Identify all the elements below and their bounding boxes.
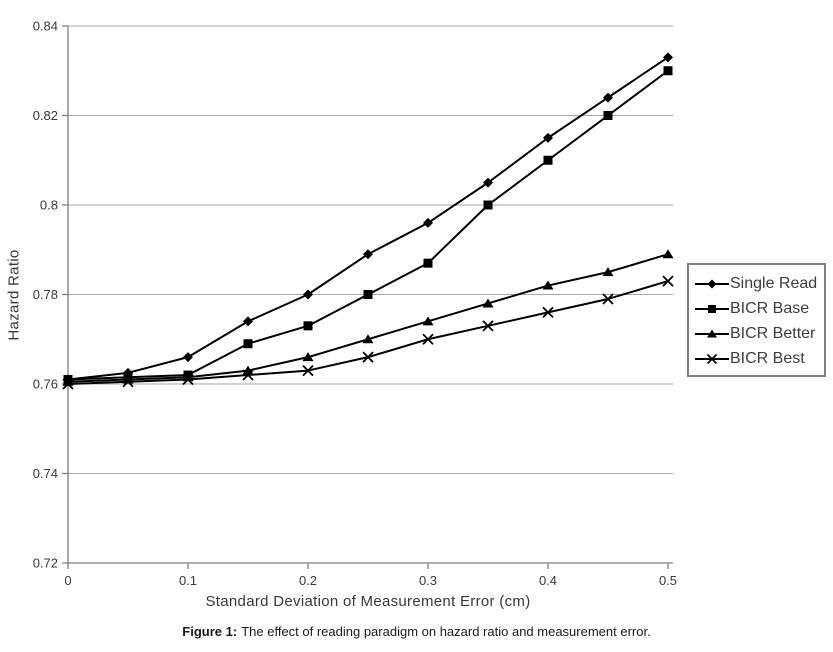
data-point-x	[542, 306, 554, 319]
data-point-x	[602, 293, 614, 305]
y-tick-label: 0.8	[40, 198, 58, 213]
y-tick-label: 0.72	[33, 556, 58, 571]
data-point-triangle	[662, 249, 674, 259]
legend-item-bicr-base: BICR Base	[695, 296, 824, 321]
legend-triangle-marker-icon	[695, 329, 729, 337]
data-point-diamond	[423, 217, 433, 228]
legend-item-single-read: Single Read	[695, 271, 824, 296]
data-point-x	[482, 320, 494, 332]
legend-square-marker-icon	[695, 304, 729, 313]
y-tick-label: 0.78	[33, 287, 58, 302]
x-tick-label: 0.3	[419, 573, 437, 588]
data-point-x	[422, 333, 434, 345]
data-point-square	[303, 321, 313, 331]
data-point-x	[662, 275, 674, 287]
data-point-square	[243, 339, 253, 349]
y-tick-label: 0.82	[33, 108, 58, 123]
x-tick-label: 0.1	[179, 573, 197, 588]
x-tick-label: 0.5	[659, 573, 677, 588]
data-point-triangle	[422, 316, 434, 326]
y-tick-label: 0.76	[33, 377, 58, 392]
data-point-square	[663, 66, 673, 76]
legend-item-bicr-better: BICR Better	[695, 321, 824, 346]
data-point-x	[302, 364, 314, 377]
data-point-square	[423, 258, 433, 268]
data-point-triangle	[362, 334, 374, 344]
data-point-diamond	[543, 132, 553, 143]
data-point-triangle	[602, 267, 614, 277]
data-point-square	[483, 200, 493, 210]
data-point-square	[708, 304, 716, 313]
x-axis-title: Standard Deviation of Measurement Error …	[205, 593, 531, 610]
data-point-diamond	[303, 289, 313, 300]
legend-x-marker-icon	[695, 353, 729, 364]
series-single-read	[63, 52, 673, 385]
data-point-x	[62, 378, 74, 390]
data-point-triangle	[707, 329, 717, 337]
data-point-diamond	[707, 279, 717, 288]
series-line	[67, 253, 669, 383]
data-point-diamond	[663, 52, 673, 63]
data-point-diamond	[183, 352, 193, 363]
legend-diamond-marker-icon	[695, 279, 729, 288]
data-point-x	[182, 373, 194, 386]
x-tick-label: 0	[64, 573, 71, 588]
data-point-square	[543, 155, 553, 165]
series-line	[67, 56, 669, 381]
x-tick-label: 0.2	[299, 573, 317, 588]
legend-label: BICR Best	[730, 349, 805, 367]
data-point-square	[363, 290, 373, 299]
figure-caption-label: Figure 1:	[182, 624, 238, 639]
legend: Single Read BICR Base BICR Better BICR Best	[687, 263, 826, 377]
y-axis-title: Hazard Ratio	[5, 249, 23, 341]
data-point-diamond	[363, 249, 373, 260]
data-point-x	[242, 369, 254, 381]
data-point-diamond	[243, 316, 253, 327]
data-point-square	[603, 111, 613, 120]
legend-label: BICR Better	[730, 324, 816, 342]
figure-caption: Figure 1: The effect of reading paradigm …	[0, 624, 833, 639]
data-point-diamond	[483, 177, 493, 188]
series-bicr-best	[62, 275, 674, 390]
y-tick-label: 0.74	[33, 466, 58, 481]
data-point-triangle	[302, 352, 314, 362]
data-point-diamond	[603, 92, 613, 103]
legend-label: Single Read	[730, 274, 818, 292]
data-point-x	[122, 376, 134, 388]
figure-caption-text: The effect of reading paradigm on hazard…	[241, 624, 651, 639]
legend-label: BICR Base	[730, 299, 810, 317]
data-point-x	[706, 353, 718, 364]
data-point-triangle	[542, 280, 554, 290]
x-tick-label: 0.4	[539, 573, 557, 588]
data-point-triangle	[482, 298, 494, 308]
y-tick-label: 0.84	[33, 19, 58, 34]
data-point-x	[362, 351, 374, 363]
legend-item-bicr-best: BICR Best	[695, 346, 824, 371]
